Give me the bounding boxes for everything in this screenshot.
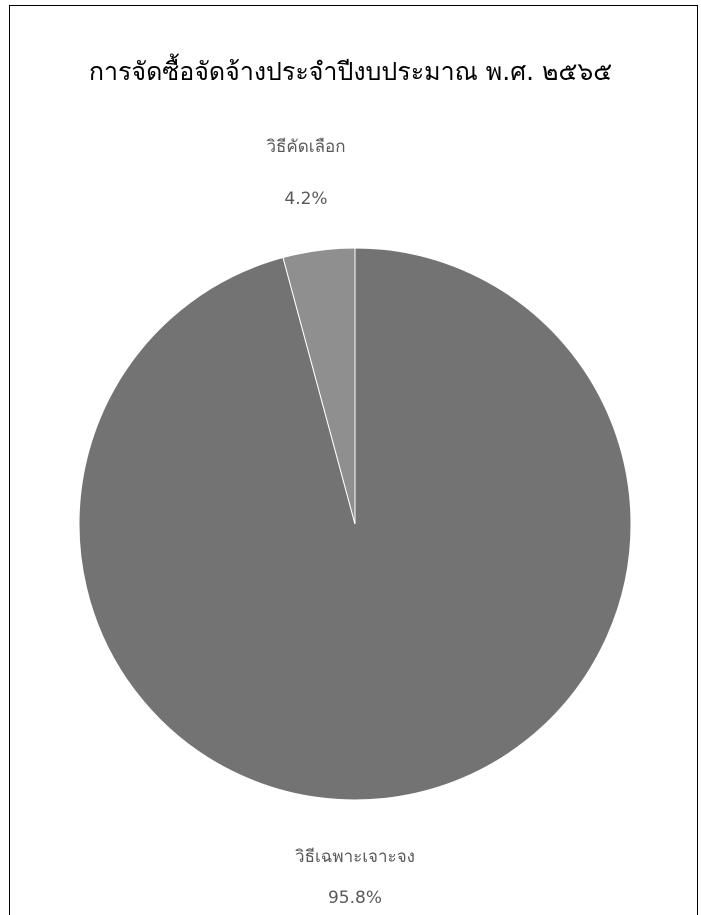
slice-percent-0: 95.8% <box>328 888 382 908</box>
slice-percent-1: 4.2% <box>284 189 327 209</box>
pie-slices <box>78 247 632 801</box>
slice-label-1: วิธีคัดเลือก <box>266 137 346 157</box>
pie-slice-1 <box>282 247 356 525</box>
chart-title: การจัดซื้อจัดจ้างประจำปีงบประมาณ พ.ศ. ๒๕… <box>88 57 613 86</box>
slice-label-0: วิธีเฉพาะเจาะจง <box>295 847 415 867</box>
